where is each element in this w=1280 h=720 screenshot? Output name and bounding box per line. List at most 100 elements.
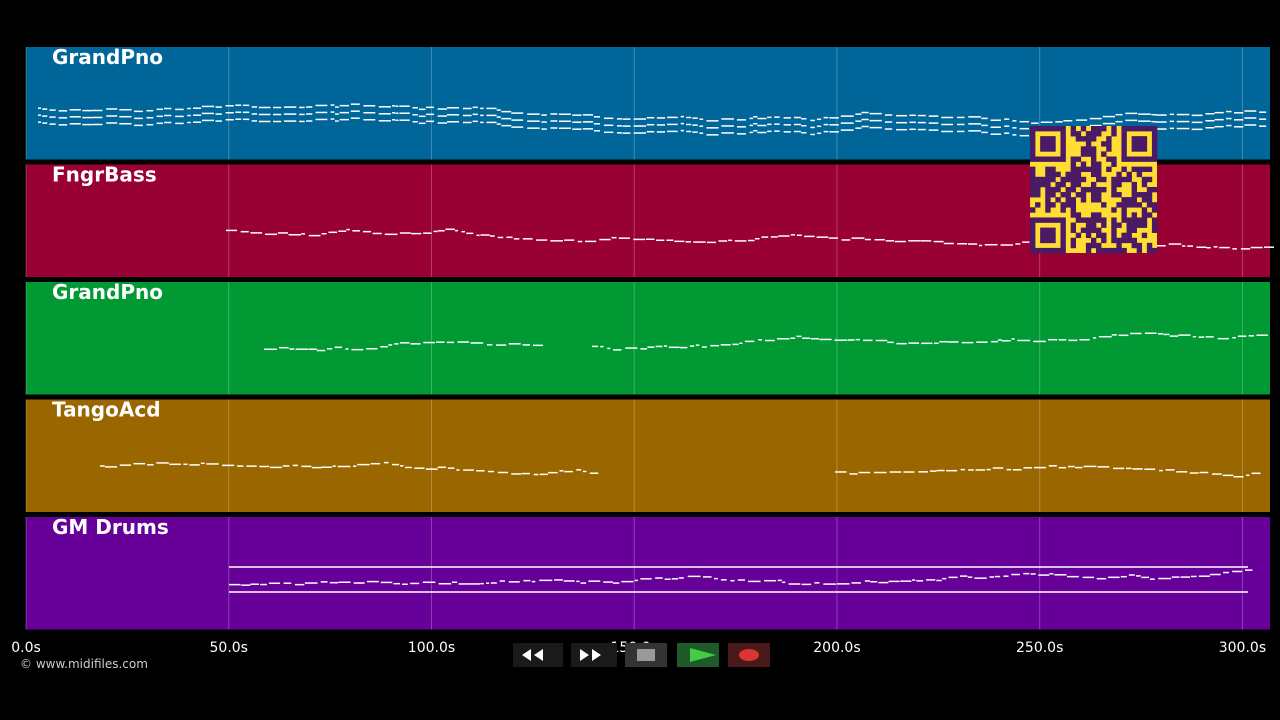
qr-cell	[1030, 237, 1036, 244]
qr-cell	[1030, 131, 1036, 137]
qr-cell	[1060, 131, 1066, 137]
qr-cell	[1090, 136, 1097, 142]
qr-cell	[1080, 126, 1087, 132]
qr-cell	[1096, 227, 1102, 233]
qr-cell	[1070, 222, 1077, 228]
qr-cell	[1050, 126, 1056, 132]
qr-cell	[1121, 207, 1127, 213]
qr-cell	[1075, 131, 1082, 137]
qr-cell	[1096, 242, 1102, 249]
qr-cell	[1065, 186, 1071, 193]
qr-cell	[1096, 192, 1102, 198]
qr-cell	[1090, 161, 1097, 167]
qr-cell	[1045, 237, 1051, 244]
qr-cell	[1055, 171, 1061, 178]
qr-code	[1030, 126, 1158, 254]
qr-cell	[1131, 242, 1137, 249]
qr-cell	[1030, 171, 1036, 178]
qr-cell	[1090, 242, 1097, 249]
qr-cell	[1085, 242, 1092, 249]
qr-cell	[1080, 136, 1087, 142]
qr-cell	[1070, 237, 1077, 244]
qr-cell	[1116, 242, 1122, 249]
qr-cell	[1085, 131, 1092, 137]
qr-cell	[1096, 232, 1102, 239]
qr-cell	[1045, 192, 1051, 198]
qr-cell	[1040, 136, 1046, 142]
qr-cell	[1151, 141, 1158, 147]
qr-cell	[1075, 136, 1082, 142]
qr-cell	[1136, 171, 1143, 178]
qr-cell	[1045, 126, 1051, 132]
qr-cell	[1131, 227, 1137, 233]
qr-cell	[1060, 176, 1066, 183]
qr-cell	[1035, 126, 1041, 132]
qr-cell	[1060, 227, 1066, 233]
qr-cell	[1040, 227, 1046, 233]
qr-cell	[1090, 237, 1097, 244]
qr-cell	[1151, 202, 1158, 208]
qr-cell	[1085, 186, 1092, 193]
qr-cell	[1096, 186, 1102, 193]
qr-cell	[1050, 217, 1056, 223]
track-panel	[26, 517, 1270, 630]
qr-cell	[1055, 156, 1061, 162]
qr-cell	[1146, 247, 1153, 254]
qr-cell	[1096, 197, 1102, 203]
qr-cell	[1096, 126, 1102, 132]
qr-cell	[1050, 247, 1056, 254]
qr-cell	[1111, 237, 1117, 244]
qr-cell	[1050, 227, 1056, 233]
qr-cell	[1106, 136, 1112, 142]
qr-cell	[1035, 247, 1041, 254]
qr-cell	[1070, 131, 1077, 137]
qr-cell	[1111, 156, 1117, 162]
qr-cell	[1080, 217, 1087, 223]
qr-cell	[1040, 247, 1046, 254]
transport-controls	[513, 643, 770, 667]
qr-cell	[1085, 141, 1092, 147]
qr-cell	[1106, 146, 1112, 152]
qr-cell	[1111, 232, 1117, 239]
qr-cell	[1060, 207, 1066, 213]
qr-cell	[1045, 166, 1051, 173]
qr-cell	[1111, 207, 1117, 213]
qr-cell	[1070, 171, 1077, 178]
qr-cell	[1126, 126, 1132, 132]
qr-cell	[1141, 166, 1148, 173]
qr-cell	[1040, 181, 1046, 188]
qr-cell	[1060, 126, 1066, 132]
qr-cell	[1090, 192, 1097, 198]
qr-cell	[1055, 126, 1061, 132]
qr-cell	[1045, 186, 1051, 193]
qr-cell	[1050, 156, 1056, 162]
qr-cell	[1111, 126, 1117, 132]
qr-cell	[1121, 232, 1127, 239]
qr-cell	[1146, 166, 1153, 173]
qr-cell	[1116, 237, 1122, 244]
qr-cell	[1151, 146, 1158, 152]
qr-cell	[1121, 136, 1127, 142]
qr-cell	[1096, 217, 1102, 223]
qr-cell	[1096, 247, 1102, 254]
qr-cell	[1101, 232, 1107, 239]
track-panel	[26, 282, 1270, 395]
qr-cell	[1096, 131, 1102, 137]
qr-cell	[1090, 217, 1097, 223]
qr-cell	[1060, 202, 1066, 208]
qr-cell	[1121, 217, 1127, 223]
qr-cell	[1070, 176, 1077, 183]
qr-cell	[1065, 202, 1071, 208]
qr-cell	[1111, 176, 1117, 183]
qr-cell	[1111, 247, 1117, 254]
qr-cell	[1085, 166, 1092, 173]
x-tick-label: 0.0s	[11, 640, 41, 656]
qr-cell	[1111, 186, 1117, 193]
qr-cell	[1126, 197, 1132, 203]
qr-cell	[1070, 242, 1077, 249]
qr-cell	[1050, 141, 1056, 147]
qr-cell	[1121, 131, 1127, 137]
play-icon	[690, 648, 716, 662]
track-name: FngrBass	[52, 163, 157, 187]
qr-cell	[1151, 186, 1158, 193]
